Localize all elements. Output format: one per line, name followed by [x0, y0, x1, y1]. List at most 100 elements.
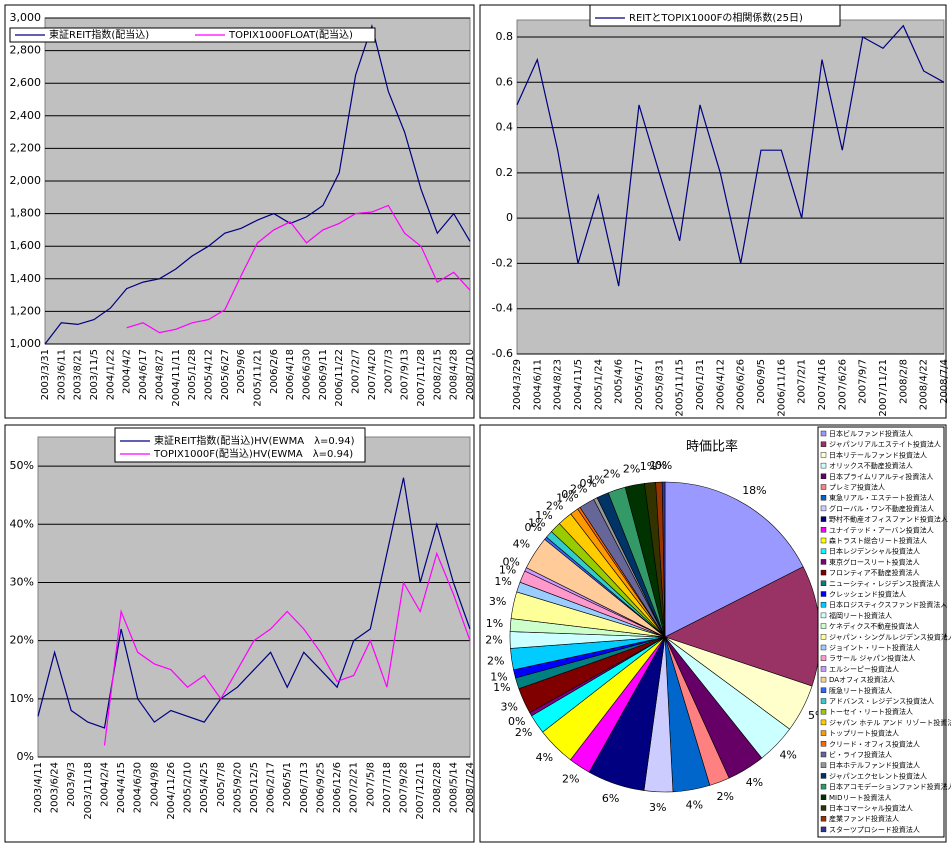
x-tick-label: 2006/4/18: [285, 349, 296, 400]
y-tick-label: 1,200: [10, 304, 42, 317]
legend-swatch: [820, 655, 827, 661]
x-tick-label: 2003/6/11: [56, 349, 67, 400]
x-tick-label: 2006/2/6: [269, 349, 280, 394]
x-tick-label: 2003/11/5: [89, 349, 100, 400]
x-tick-label: 2003/9/3: [66, 762, 77, 807]
legend-swatch: [820, 580, 827, 586]
y-tick-label: 10%: [10, 692, 34, 705]
legend-swatch: [820, 623, 827, 629]
data-label: 6%: [602, 792, 619, 805]
legend-label: 日本ロジスティクスファンド投資法人: [829, 600, 947, 609]
legend-swatch: [820, 548, 827, 554]
x-tick-label: 2005/9/6: [236, 349, 247, 394]
data-label: 0%: [524, 521, 541, 534]
y-tick-label: -0.6: [492, 347, 513, 360]
legend-box: [9, 27, 376, 43]
y-tick-label: 50%: [10, 459, 34, 472]
legend-swatch: [820, 473, 827, 479]
x-tick-label: 2007/7/3: [383, 349, 394, 394]
x-tick-label: 2004/6/11: [532, 359, 543, 410]
data-label: 2%: [562, 773, 579, 786]
legend-swatch: [820, 452, 827, 458]
x-tick-label: 2008/4/28: [449, 349, 460, 400]
legend-label: オリックス不動産投資法人: [829, 461, 913, 470]
legend-label: クリード・オフィス投資法人: [829, 739, 920, 748]
x-tick-label: 2008/7/24: [465, 762, 476, 813]
x-tick-label: 2007/2/1: [797, 359, 808, 404]
legend-label: 野村不動産オフィスファンド投資法人: [829, 515, 948, 524]
legend-label: 日本レジデンシャル投資法人: [829, 547, 920, 556]
y-tick-label: 2,200: [10, 141, 42, 154]
legend-swatch: [820, 495, 827, 501]
legend-label: MIDリート投資法人: [829, 793, 892, 802]
legend-label: ジャパン ホテル アンド リゾート投資法人: [829, 718, 951, 727]
legend-label: ニューシティ・レジデンス投資法人: [829, 579, 940, 588]
legend-swatch: [820, 537, 827, 544]
legend-label: ジョイント・リート投資法人: [829, 643, 920, 652]
legend-swatch: [820, 741, 827, 747]
data-label: 1%: [494, 575, 511, 588]
legend-box: [114, 427, 366, 463]
legend-label: グローバル・ワン不動産投資法人: [829, 504, 934, 513]
data-label: 2%: [515, 726, 532, 739]
x-tick-label: 2007/11/28: [416, 349, 427, 407]
x-tick-label: 2004/4/2: [122, 349, 133, 394]
legend-swatch: [820, 634, 827, 640]
x-tick-label: 2008/2/15: [432, 349, 443, 400]
x-tick-label: 2003/4/11: [33, 762, 44, 813]
legend-label: エルシーピー投資法人: [829, 664, 899, 673]
legend-label: スターツプロシード投資法人: [829, 825, 920, 834]
x-tick-label: 2006/6/26: [736, 359, 747, 410]
legend-label: 日本ホテルファンド投資法人: [829, 761, 920, 770]
y-tick-label: 40%: [10, 517, 34, 530]
x-tick-label: 2006/5/1: [282, 762, 293, 807]
y-tick-label: 1,800: [10, 207, 42, 220]
data-label: 1%: [493, 681, 510, 694]
legend-swatch: [820, 719, 827, 726]
legend-box: [589, 4, 841, 27]
x-tick-label: 2005/4/6: [614, 359, 625, 404]
legend-label: REITとTOPIX1000Fの相関係数(25日): [629, 11, 803, 24]
legend-label: ジャパンエクセレント投資法人: [829, 771, 927, 780]
data-label: 0%: [502, 555, 519, 568]
legend-label: 日本リテールファンド投資法人: [829, 450, 927, 459]
x-tick-label: 2004/1/22: [105, 349, 116, 400]
legend-swatch: [820, 430, 827, 437]
x-tick-label: 2008/2/28: [432, 762, 443, 813]
x-tick-label: 2004/11/26: [166, 762, 177, 820]
x-tick-label: 2007/11/21: [878, 359, 889, 417]
data-label: 2%: [487, 654, 504, 667]
data-label: 2%: [546, 499, 563, 512]
legend-swatch: [820, 441, 827, 447]
x-tick-label: 2005/8/31: [654, 359, 665, 410]
data-label: 2%: [485, 633, 502, 646]
data-label: 2%: [570, 482, 587, 495]
x-tick-label: 2005/6/27: [220, 349, 231, 400]
x-tick-label: 2006/6/30: [302, 349, 313, 400]
x-tick-label: 2005/7/8: [216, 762, 227, 807]
data-label: 2%: [623, 462, 640, 475]
legend-label: アドバンス・レジデンス投資法人: [829, 697, 934, 706]
legend-swatch: [820, 794, 827, 800]
pie-slice: [664, 481, 804, 638]
legend-label: トーセイ・リート投資法人: [829, 707, 913, 716]
legend-swatch: [820, 462, 827, 469]
legend-swatch: [820, 783, 827, 790]
x-tick-label: 2005/4/12: [203, 349, 214, 400]
legend-label: トップリート投資法人: [829, 729, 899, 738]
y-tick-label: 2,000: [10, 174, 42, 187]
x-tick-label: 2006/11/16: [776, 359, 787, 417]
legend-label: 東証REIT指数(配当込): [49, 28, 149, 41]
x-tick-label: 2005/2/10: [183, 762, 194, 813]
legend-swatch: [820, 516, 827, 522]
data-label: 0%: [508, 715, 525, 728]
series-line: [126, 204, 471, 334]
legend-label: ユナイテッド・アーバン投資法人: [829, 525, 934, 534]
x-tick-label: 2005/1/28: [187, 349, 198, 400]
legend-label: ラサール ジャパン投資法人: [829, 654, 915, 663]
x-tick-label: 2007/4/20: [367, 349, 378, 400]
legend-label: TOPIX1000F(配当込)HV(EWMA λ=0.94): [153, 447, 353, 460]
legend-swatch: [820, 709, 827, 715]
x-tick-label: 2006/11/22: [334, 349, 345, 407]
x-tick-label: 2005/12/5: [249, 762, 260, 813]
